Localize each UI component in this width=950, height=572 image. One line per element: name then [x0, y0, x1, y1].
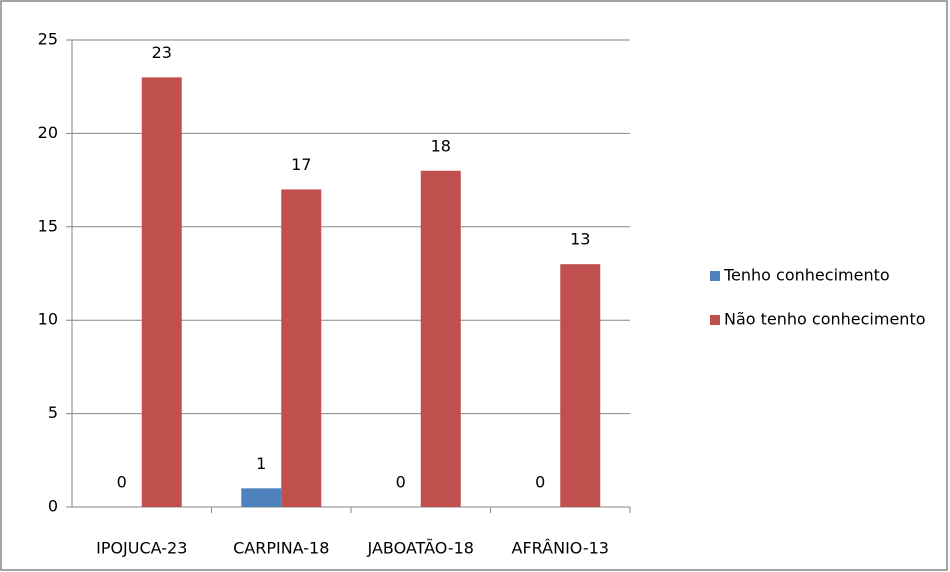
bar [560, 264, 601, 507]
data-label: 17 [291, 155, 311, 174]
y-tick-label: 20 [38, 123, 58, 142]
legend-swatch [710, 315, 720, 325]
x-tick-label: JABOATÃO-18 [367, 539, 474, 558]
bar [420, 170, 461, 507]
data-label: 18 [431, 136, 451, 155]
data-label: 23 [152, 43, 172, 62]
x-tick-label: AFRÂNIO-13 [512, 539, 609, 558]
y-tick-label: 10 [38, 310, 58, 329]
bar [141, 77, 182, 508]
legend-label: Não tenho conhecimento [724, 310, 926, 329]
y-tick-label: 25 [38, 30, 58, 49]
x-tick-label: IPOJUCA-23 [96, 539, 187, 558]
bar [241, 488, 282, 507]
data-label: 0 [535, 473, 545, 492]
legend-label: Tenho conhecimento [723, 266, 890, 285]
data-label: 0 [117, 473, 127, 492]
y-tick-label: 15 [38, 216, 58, 235]
data-label: 1 [256, 454, 266, 473]
y-tick-label: 0 [48, 497, 58, 516]
data-label: 13 [570, 230, 590, 249]
y-tick-label: 5 [48, 403, 58, 422]
x-tick-label: CARPINA-18 [233, 539, 329, 558]
data-label: 0 [396, 473, 406, 492]
bar [281, 189, 322, 507]
legend-swatch [710, 271, 720, 281]
